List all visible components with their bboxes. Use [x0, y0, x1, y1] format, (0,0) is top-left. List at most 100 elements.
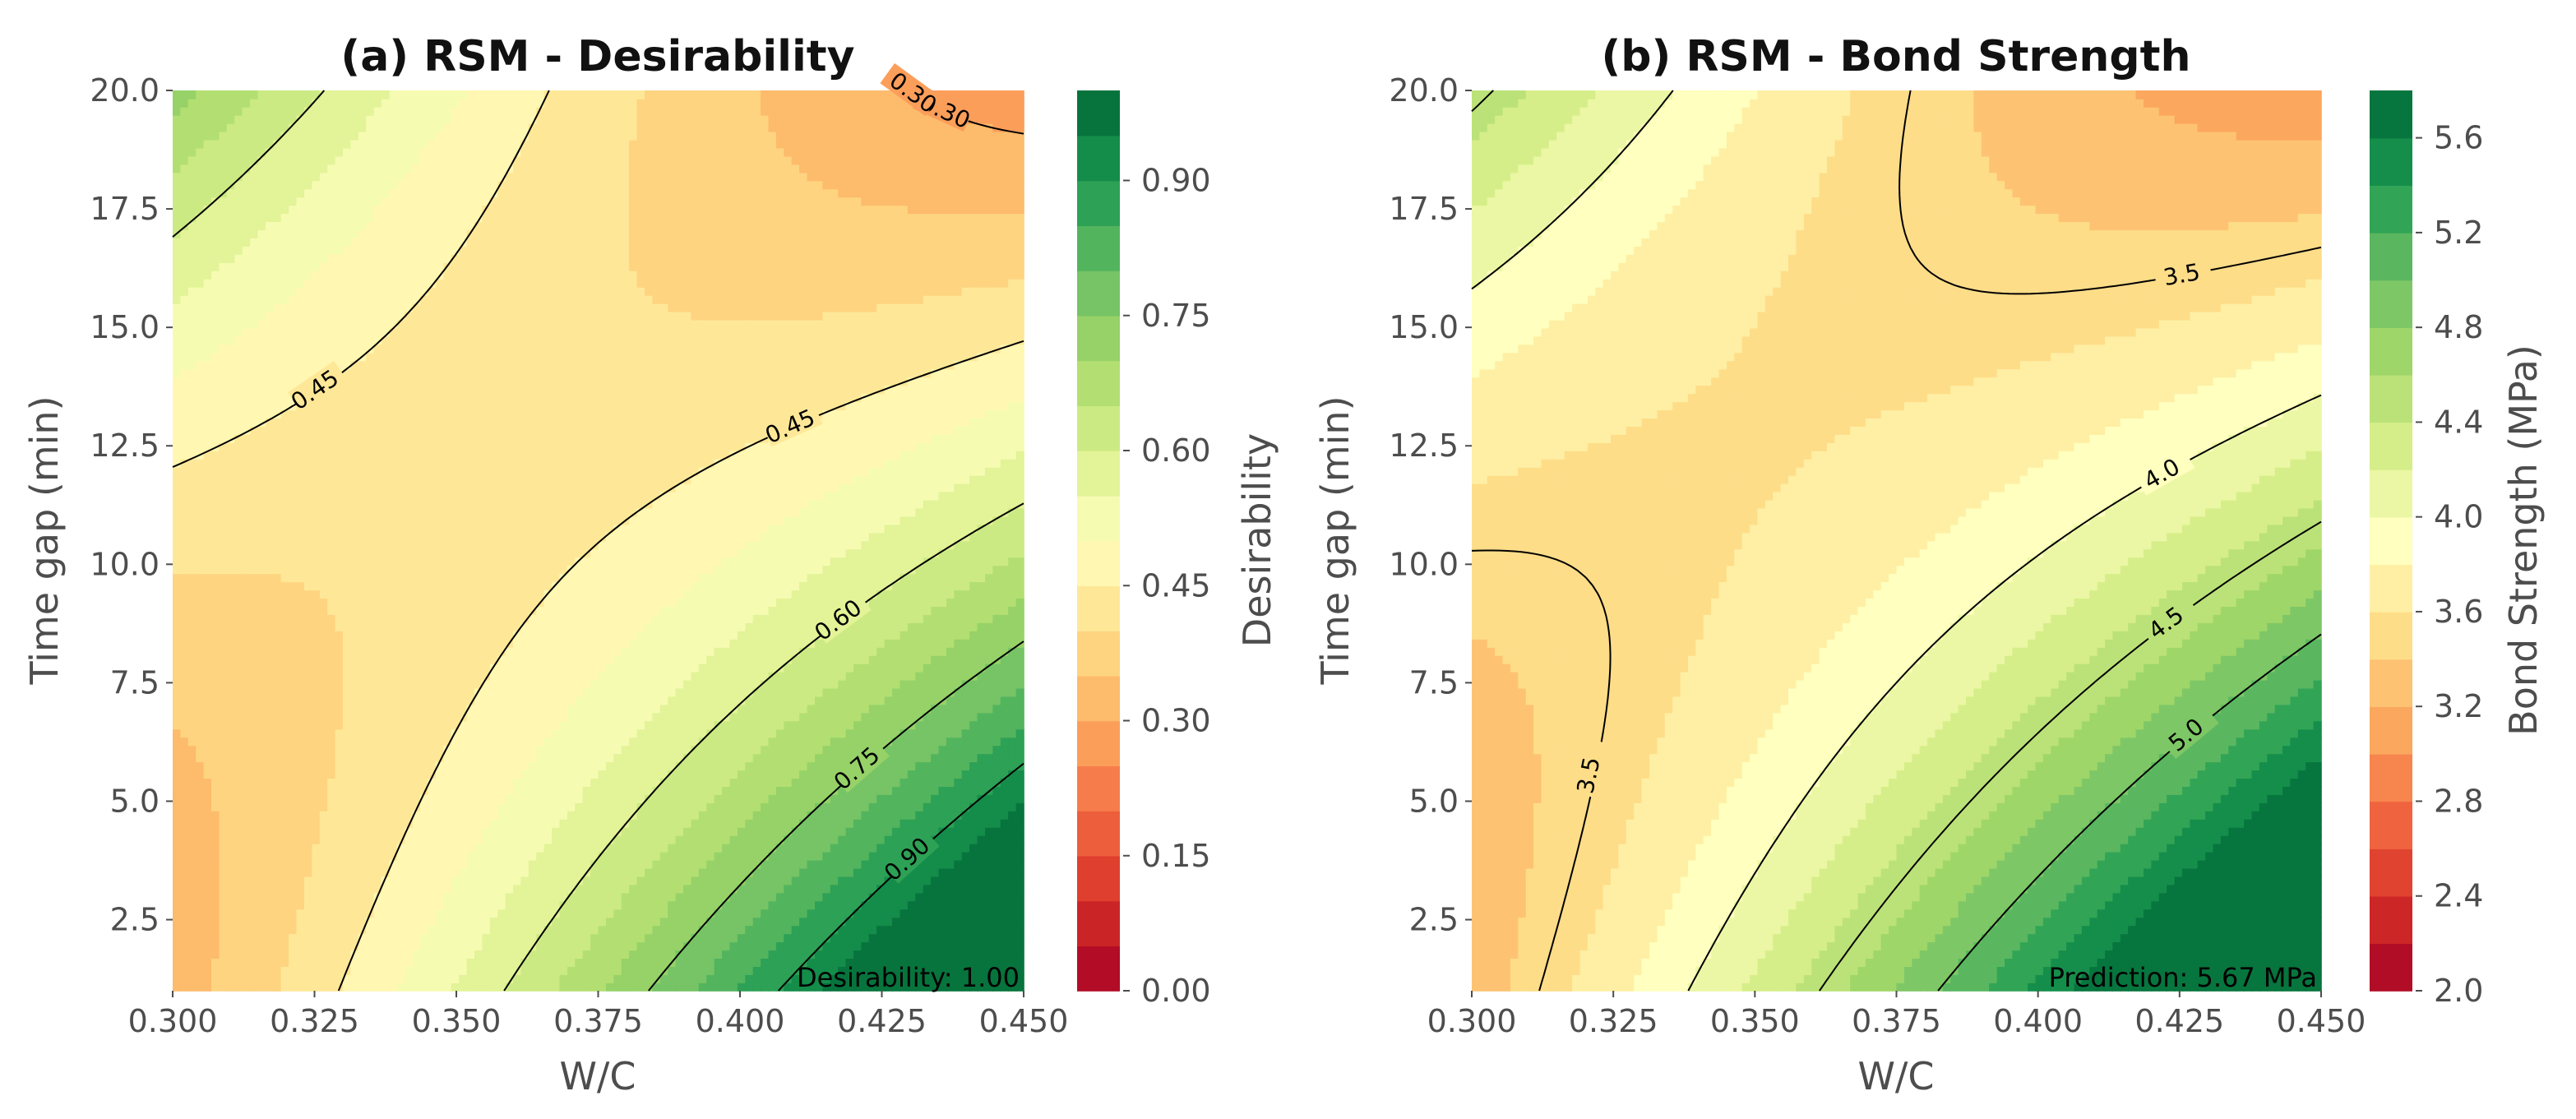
contour-cell	[482, 745, 491, 755]
contour-cell	[187, 859, 197, 869]
contour-cell	[382, 917, 391, 927]
contour-cell	[358, 753, 367, 763]
contour-cell	[242, 499, 251, 509]
contour-cell	[173, 573, 182, 583]
contour-cell	[273, 835, 282, 844]
contour-cell	[520, 631, 530, 640]
contour-cell	[289, 459, 298, 468]
contour-cell	[405, 180, 414, 190]
contour-cell	[187, 548, 197, 558]
contour-cell	[505, 139, 514, 149]
contour-cell	[489, 712, 498, 722]
contour-cell	[250, 327, 259, 337]
contour-cell	[366, 728, 375, 738]
contour-cell	[459, 213, 468, 223]
contour-cell	[327, 704, 336, 714]
contour-cell	[273, 377, 282, 386]
contour-cell	[319, 90, 328, 99]
contour-cell	[289, 819, 298, 828]
contour-cell	[335, 311, 344, 321]
contour-cell	[296, 106, 305, 116]
contour-cell	[180, 172, 189, 182]
contour-cell	[459, 933, 468, 943]
contour-cell	[412, 671, 421, 681]
contour-cell	[474, 352, 483, 362]
contour-cell	[420, 311, 429, 321]
contour-cell	[242, 598, 251, 607]
contour-cell	[382, 155, 391, 165]
contour-cell	[435, 188, 445, 198]
contour-cell	[373, 532, 382, 542]
contour-cell	[428, 573, 437, 583]
contour-cell	[304, 859, 313, 869]
contour-cell	[451, 319, 460, 329]
contour-cell	[242, 892, 251, 902]
contour-cell	[482, 819, 491, 828]
contour-cell	[343, 671, 352, 681]
contour-cell	[497, 843, 506, 853]
contour-cell	[497, 459, 506, 468]
contour-cell	[187, 90, 197, 99]
contour-cell	[405, 254, 414, 263]
contour-cell	[219, 483, 228, 492]
contour-cell	[466, 859, 475, 869]
contour-cell	[296, 794, 305, 803]
contour-cell	[420, 958, 429, 967]
contour-cell	[180, 654, 189, 664]
contour-cell	[466, 786, 475, 795]
contour-cell	[474, 966, 483, 975]
contour-cell	[396, 360, 406, 370]
contour-cell	[459, 631, 468, 640]
contour-cell	[304, 663, 313, 673]
contour-cell	[343, 843, 352, 853]
contour-cell	[443, 786, 452, 795]
contour-cell	[428, 368, 437, 378]
contour-cell	[343, 303, 352, 312]
contour-cell	[520, 892, 530, 902]
contour-cell	[273, 246, 282, 255]
contour-cell	[489, 319, 498, 329]
contour-cell	[343, 712, 352, 722]
contour-cell	[435, 385, 445, 395]
contour-cell	[373, 606, 382, 615]
contour-cell	[428, 205, 437, 215]
contour-cell	[373, 859, 382, 869]
contour-cell	[382, 524, 391, 534]
contour-cell	[187, 221, 197, 231]
contour-cell	[343, 114, 352, 124]
contour-cell	[497, 303, 506, 312]
contour-cell	[273, 483, 282, 492]
contour-cell	[187, 188, 197, 198]
contour-cell	[250, 491, 259, 501]
contour-cell	[459, 516, 468, 525]
contour-cell	[366, 712, 375, 722]
contour-cell	[257, 778, 266, 787]
contour-cell	[335, 753, 344, 763]
contour-cell	[180, 704, 189, 714]
contour-cell	[196, 614, 205, 623]
contour-cell	[257, 712, 266, 722]
contour-cell	[513, 933, 522, 943]
contour-cell	[211, 123, 220, 132]
contour-cell	[203, 679, 212, 689]
contour-cell	[474, 745, 483, 755]
contour-cell	[459, 106, 468, 116]
contour-cell	[335, 254, 344, 263]
contour-cell	[513, 761, 522, 771]
contour-cell	[196, 819, 205, 828]
contour-cell	[312, 327, 321, 337]
contour-cell	[250, 311, 259, 321]
contour-cell	[273, 802, 282, 812]
contour-cell	[257, 859, 266, 869]
contour-cell	[350, 909, 359, 918]
contour-cell	[389, 720, 398, 730]
contour-cell	[234, 663, 243, 673]
contour-cell	[304, 548, 313, 558]
contour-cell	[280, 581, 289, 591]
contour-cell	[265, 131, 275, 141]
contour-cell	[350, 401, 359, 411]
contour-cell	[420, 294, 429, 304]
contour-cell	[459, 557, 468, 566]
contour-cell	[482, 393, 491, 403]
contour-cell	[443, 909, 452, 918]
